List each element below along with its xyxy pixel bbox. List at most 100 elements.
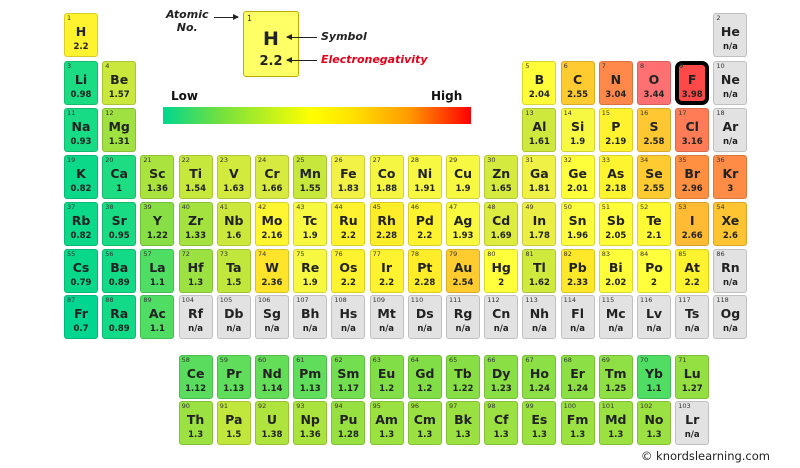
element-cell-fl: 114 Fl n/a: [560, 295, 595, 339]
atomic-number: 14: [563, 109, 572, 117]
element-symbol: Md: [605, 412, 627, 427]
element-cell-bk: 97 Bk 1.3: [446, 401, 480, 445]
electronegativity-value: 2.1: [646, 231, 662, 241]
electronegativity-value: 0.93: [70, 137, 92, 147]
element-symbol: Gd: [415, 366, 435, 381]
electronegativity-value: 1.5: [226, 278, 242, 288]
electronegativity-value: 0.82: [70, 184, 92, 194]
atomic-number: 7: [601, 62, 606, 70]
atomic-number: 2: [716, 14, 721, 22]
electronegativity-value: 1.3: [188, 278, 204, 288]
electronegativity-value: 2.01: [567, 184, 589, 194]
electronegativity-value: 1.9: [302, 231, 318, 241]
element-cell-os: 76 Os 2.2: [331, 249, 366, 293]
electronegativity-value: 1.66: [261, 184, 283, 194]
element-symbol: Sb: [606, 213, 625, 228]
element-cell-tb: 65 Tb 1.22: [446, 355, 480, 399]
element-cell-sg: 106 Sg n/a: [255, 295, 289, 339]
electronegativity-value: 2.28: [414, 278, 436, 288]
electronegativity-value: 1.1: [149, 324, 165, 334]
atomic-number: 118: [716, 296, 729, 304]
element-symbol: V: [228, 166, 239, 181]
element-cell-no: 102 No 1.3: [637, 401, 671, 445]
atomic-number: 65: [449, 356, 458, 364]
atomic-number: 25: [296, 156, 305, 164]
element-symbol: Ga: [530, 166, 549, 181]
electronegativity-value: 1.9: [302, 278, 318, 288]
electronegativity-value: n/a: [608, 324, 624, 334]
electronegativity-value: 3.16: [681, 137, 703, 147]
element-symbol: Ti: [189, 166, 202, 181]
atomic-number: 9: [679, 62, 684, 70]
electronegativity-value: 2.96: [681, 184, 703, 194]
element-symbol: Br: [684, 166, 701, 181]
element-symbol: U: [266, 412, 278, 427]
electronegativity-value: 1.24: [528, 384, 550, 394]
electronegativity-value: 1.27: [681, 384, 703, 394]
element-symbol: Lv: [645, 306, 663, 321]
symbol-label: Symbol: [321, 30, 367, 43]
element-cell-as: 33 As 2.18: [598, 155, 633, 199]
element-symbol: Fe: [340, 166, 357, 181]
element-cell-bi: 83 Bi 2.02: [598, 249, 633, 293]
element-cell-p: 15 P 2.19: [598, 108, 633, 152]
element-cell-pb: 82 Pb 2.33: [560, 249, 595, 293]
element-symbol: Ba: [110, 260, 129, 275]
element-symbol: Hf: [187, 260, 204, 275]
element-symbol: Cm: [413, 412, 436, 427]
element-symbol: Fl: [571, 306, 584, 321]
atomic-number: 68: [563, 356, 572, 364]
atomic-number: 13: [525, 109, 534, 117]
element-cell-tc: 43 Tc 1.9: [293, 202, 328, 246]
element-cell-po: 84 Po 2: [637, 249, 671, 293]
element-cell-kr: 36 Kr 3: [713, 155, 748, 199]
element-cell-cr: 24 Cr 1.66: [255, 155, 289, 199]
electronegativity-value: 1.24: [567, 384, 589, 394]
electronegativity-value: n/a: [722, 90, 738, 100]
element-symbol: Og: [720, 306, 741, 321]
electronegativity-value: 2.04: [528, 90, 550, 100]
element-symbol: Es: [531, 412, 548, 427]
electronegativity-value: 1.9: [455, 184, 471, 194]
element-symbol: Ts: [685, 306, 700, 321]
element-cell-og: 118 Og n/a: [713, 295, 748, 339]
electronegativity-value: n/a: [264, 324, 280, 334]
element-symbol: Cd: [492, 213, 511, 228]
element-cell-cn: 112 Cn n/a: [484, 295, 519, 339]
element-cell-nb: 41 Nb 1.6: [216, 202, 251, 246]
element-cell-s: 16 S 2.58: [637, 108, 671, 152]
electronegativity-value: 2.2: [684, 278, 700, 288]
element-cell-pt: 78 Pt 2.28: [407, 249, 442, 293]
element-symbol: Db: [224, 306, 244, 321]
atomic-number: 94: [334, 402, 343, 410]
electronegativity-value: 2.33: [567, 278, 589, 288]
element-cell-si: 14 Si 1.9: [560, 108, 595, 152]
symbol-arrow: [286, 34, 317, 40]
atomic-number: 106: [258, 296, 271, 304]
atomic-number: 109: [372, 296, 386, 304]
element-symbol: Dy: [491, 366, 511, 381]
element-symbol: Be: [110, 72, 129, 87]
atomic-number: 34: [640, 156, 649, 164]
element-cell-h: 1 H 2.2: [64, 13, 98, 57]
atomic-number: 52: [640, 203, 649, 211]
atomic-number: 32: [563, 156, 572, 164]
element-symbol: H: [75, 24, 87, 39]
electronegativity-value: n/a: [417, 324, 433, 334]
element-cell-sm: 62 Sm 1.17: [331, 355, 366, 399]
element-symbol: Pb: [568, 260, 587, 275]
element-cell-xe: 54 Xe 2.6: [713, 202, 748, 246]
electronegativity-value: 1.96: [567, 231, 589, 241]
atomic-number: 93: [296, 402, 305, 410]
electronegativity-value: 0.82: [70, 231, 92, 241]
element-cell-f: 9 F 3.98: [675, 61, 710, 105]
element-cell-er: 68 Er 1.24: [560, 355, 595, 399]
element-symbol: Pr: [226, 366, 242, 381]
atomic-number: 97: [449, 402, 458, 410]
element-symbol: B: [534, 72, 545, 87]
electronegativity-value: 1.61: [528, 137, 550, 147]
element-cell-ar: 18 Ar n/a: [713, 108, 748, 152]
element-cell-ru: 44 Ru 2.2: [331, 202, 366, 246]
electronegativity-value: 0.95: [108, 231, 130, 241]
atomic-number: 69: [601, 356, 611, 364]
